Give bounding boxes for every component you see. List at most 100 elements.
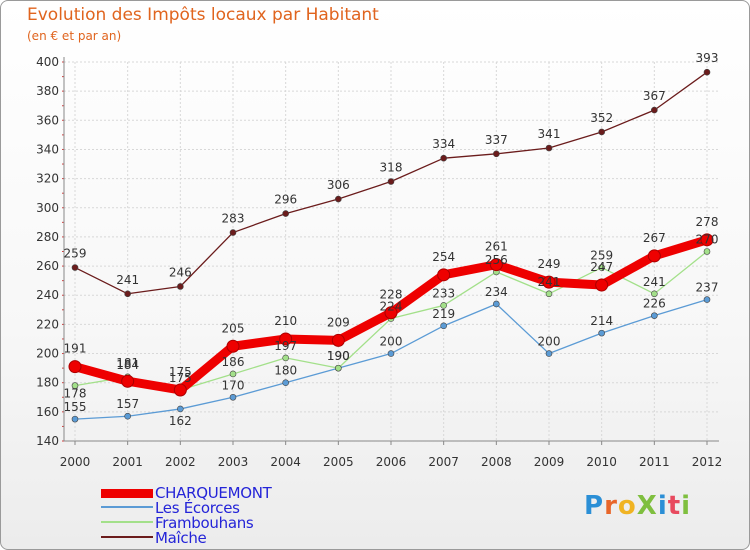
data-label-maiche: 246 bbox=[169, 265, 192, 279]
data-point-charquemont bbox=[542, 275, 556, 289]
data-label-maiche: 318 bbox=[380, 161, 403, 175]
y-tick-label: 180 bbox=[36, 376, 59, 390]
data-point-frambouhans bbox=[282, 354, 289, 362]
legend-label-les-ecorces: Les Écorces bbox=[155, 499, 240, 517]
data-point-charquemont bbox=[384, 306, 398, 320]
data-point-charquemont bbox=[647, 249, 661, 263]
legend-label-frambouhans: Frambouhans bbox=[155, 514, 254, 532]
data-point-charquemont bbox=[331, 333, 345, 347]
x-tick-label: 2011 bbox=[639, 455, 670, 469]
x-tick-label: 2006 bbox=[376, 455, 407, 469]
data-label-charquemont: 267 bbox=[643, 231, 666, 245]
data-label-charquemont: 249 bbox=[538, 257, 561, 271]
data-point-les-ecorces bbox=[545, 350, 553, 357]
data-label-charquemont: 209 bbox=[327, 315, 350, 329]
y-tick-label: 260 bbox=[36, 259, 59, 273]
data-point-frambouhans bbox=[335, 364, 342, 372]
data-point-maiche bbox=[177, 283, 184, 290]
data-label-frambouhans: 233 bbox=[432, 286, 455, 300]
data-label-les-ecorces: 219 bbox=[432, 307, 455, 321]
logo-letter: P bbox=[584, 491, 605, 521]
logo-letter: t bbox=[667, 491, 682, 521]
x-tick-label: 2012 bbox=[692, 455, 723, 469]
data-label-maiche: 259 bbox=[64, 247, 87, 261]
legend-swatch-charquemont bbox=[101, 489, 153, 498]
x-tick-label: 2004 bbox=[270, 455, 301, 469]
proxiti-logo: ProXiti bbox=[584, 491, 691, 521]
data-label-charquemont: 247 bbox=[590, 260, 613, 274]
data-point-charquemont bbox=[489, 258, 503, 272]
data-label-frambouhans: 175 bbox=[169, 371, 192, 385]
data-label-maiche: 241 bbox=[116, 273, 139, 287]
logo-letter: o bbox=[617, 491, 637, 521]
data-label-maiche: 283 bbox=[222, 212, 245, 226]
data-point-frambouhans bbox=[703, 248, 711, 255]
y-tick-label: 380 bbox=[36, 84, 59, 98]
data-point-les-ecorces bbox=[387, 350, 395, 357]
data-point-charquemont bbox=[279, 332, 293, 346]
data-label-frambouhans: 259 bbox=[590, 249, 613, 263]
logo-letter: i bbox=[657, 491, 668, 521]
data-point-maiche bbox=[282, 210, 289, 217]
data-label-frambouhans: 190 bbox=[327, 349, 350, 363]
data-point-maiche bbox=[493, 150, 500, 158]
legend-swatch-frambouhans bbox=[101, 521, 153, 523]
legend-swatch-maiche bbox=[101, 536, 153, 538]
data-label-charquemont: 191 bbox=[64, 342, 87, 356]
y-tick-label: 240 bbox=[36, 288, 59, 302]
data-point-maiche bbox=[545, 144, 553, 152]
x-tick-label: 2003 bbox=[218, 455, 249, 469]
y-tick-label: 360 bbox=[36, 113, 59, 127]
x-tick-label: 2008 bbox=[481, 455, 512, 469]
data-point-maiche bbox=[651, 106, 658, 114]
data-point-maiche bbox=[440, 154, 447, 162]
data-point-les-ecorces bbox=[71, 415, 79, 423]
data-label-frambouhans: 256 bbox=[485, 253, 508, 267]
y-tick-label: 340 bbox=[36, 142, 59, 156]
data-point-les-ecorces bbox=[493, 300, 500, 308]
data-point-charquemont bbox=[173, 383, 187, 397]
x-tick-label: 2010 bbox=[586, 455, 617, 469]
data-point-frambouhans bbox=[598, 264, 605, 271]
data-point-les-ecorces bbox=[177, 405, 184, 413]
legend-swatch-les-ecorces bbox=[101, 506, 153, 508]
y-tick-label: 160 bbox=[36, 405, 59, 419]
data-label-frambouhans: 186 bbox=[222, 355, 245, 369]
data-point-maiche bbox=[598, 128, 605, 136]
data-label-charquemont: 205 bbox=[222, 321, 245, 335]
data-point-frambouhans bbox=[440, 302, 447, 309]
y-tick-label: 280 bbox=[36, 230, 59, 244]
y-tick-label: 140 bbox=[36, 434, 59, 448]
data-label-frambouhans: 184 bbox=[116, 358, 139, 372]
data-point-charquemont bbox=[595, 278, 609, 292]
data-point-charquemont bbox=[68, 360, 82, 374]
data-label-frambouhans: 241 bbox=[643, 275, 666, 289]
y-tick-label: 200 bbox=[36, 347, 59, 361]
data-label-charquemont: 261 bbox=[485, 240, 508, 254]
data-label-frambouhans: 270 bbox=[696, 233, 719, 247]
x-tick-label: 2000 bbox=[60, 455, 91, 469]
legend-label-charquemont: CHARQUEMONT bbox=[155, 484, 272, 502]
y-tick-label: 320 bbox=[36, 172, 59, 186]
data-label-les-ecorces: 200 bbox=[538, 335, 561, 349]
data-label-frambouhans: 224 bbox=[380, 300, 403, 314]
data-label-maiche: 367 bbox=[643, 89, 666, 103]
data-point-les-ecorces bbox=[440, 322, 447, 330]
data-point-maiche bbox=[229, 229, 237, 236]
data-label-charquemont: 278 bbox=[696, 215, 719, 229]
x-tick-label: 2002 bbox=[165, 455, 196, 469]
logo-letter: X bbox=[636, 491, 658, 521]
data-label-les-ecorces: 190 bbox=[327, 349, 350, 363]
y-tick-label: 220 bbox=[36, 317, 59, 331]
legend-label-maiche: Maîche bbox=[155, 529, 207, 547]
x-tick-label: 2009 bbox=[534, 455, 565, 469]
chart-subtitle: (en € et par an) bbox=[27, 29, 122, 43]
data-label-les-ecorces: 200 bbox=[380, 335, 403, 349]
data-point-charquemont bbox=[226, 339, 240, 353]
data-label-les-ecorces: 234 bbox=[485, 285, 508, 299]
data-point-les-ecorces bbox=[598, 329, 605, 337]
data-point-frambouhans bbox=[651, 290, 658, 298]
data-label-les-ecorces: 226 bbox=[643, 297, 666, 311]
